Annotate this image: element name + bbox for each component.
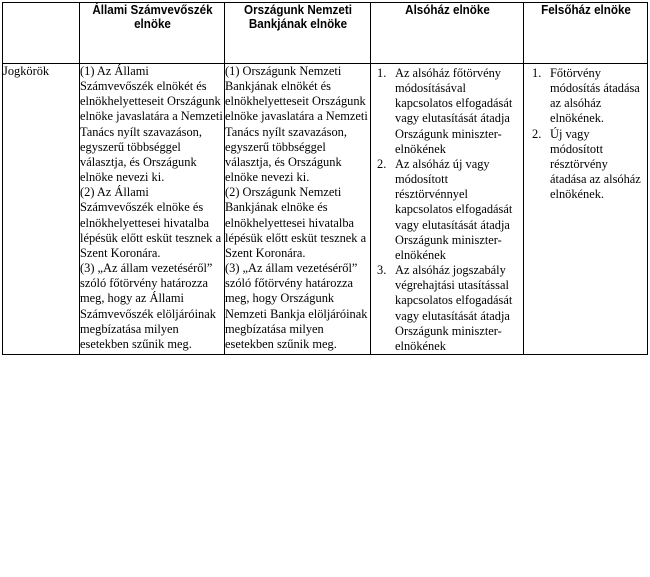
list-item: 1. Az alsóház főtörvény módosításával kap… [371, 66, 517, 157]
list-item-text: Az alsóház főtörvény módosításával kapcs… [395, 66, 513, 156]
header-state-audit-text: Állami Számvevőszék elnöke [91, 3, 213, 31]
upper-house-cell: 1. Főtörvény módosítás átadása az alsóház… [523, 63, 648, 355]
list-item-text: Főtörvény módosítás átadása az alsóház e… [550, 66, 640, 126]
list-item-number: 2. [377, 156, 387, 171]
powers-row: Jogkörök (1) Az Állami Számvevőszék elnö… [2, 63, 648, 355]
list-item: 2. Az alsóház új vagy módosított résztörv… [371, 157, 517, 263]
list-item-number: 1. [377, 66, 387, 80]
row-label-cell: Jogkörök [2, 63, 80, 355]
state-audit-para-1: (1) Az Állami Számvevőszék elnökét és el… [80, 64, 223, 185]
list-item: 1. Főtörvény módosítás átadása az alsóház… [524, 66, 641, 127]
header-national-bank-text: Országunk Nemzeti Bankjának elnöke [243, 3, 352, 31]
state-audit-para-2: (2) Az Állami Számvevőszék elnöke és eln… [80, 185, 222, 260]
document-table: Állami Számvevőszék elnöke Országunk Nem… [2, 2, 648, 355]
lower-house-cell: 1. Az alsóház főtörvény módosításával kap… [370, 63, 524, 355]
national-bank-para-1: (1) Országunk Nemzeti Bankjának elnökét … [225, 64, 368, 185]
header-row: Állami Számvevőszék elnöke Országunk Nem… [3, 2, 648, 64]
header-state-audit: Állami Számvevőszék elnöke [84, 2, 220, 64]
list-item-number: 1. [532, 66, 542, 80]
list-item-text: Új vagy módosított résztörvény átadása a… [550, 126, 641, 202]
national-bank-para-2: (2) Országunk Nemzeti Bankjának elnöke é… [225, 185, 367, 260]
list-item-number: 3. [377, 263, 387, 278]
national-bank-cell: (1) Országunk Nemzeti Bankjának elnökét … [224, 63, 371, 355]
header-lower-house: Alsóház elnöke [375, 2, 519, 64]
list-item: 2. Új vagy módosított résztörvény átadása… [524, 127, 641, 203]
header-upper-house-text: Felsőház elnöke [540, 3, 631, 17]
header-national-bank: Országunk Nemzeti Bankjának elnöke [229, 2, 366, 64]
list-item: 3. Az alsóház jogszabály végrehajtási uta… [371, 263, 517, 354]
header-empty [4, 2, 78, 64]
upper-house-list: 1. Főtörvény módosítás átadása az alsóház… [524, 64, 647, 202]
national-bank-para-3: (3) „Az állam vezetéséről” szóló főtörvé… [225, 261, 368, 351]
header-upper-house: Felsőház elnöke [527, 2, 644, 64]
state-audit-para-3: (3) „Az állam vezetéséről” szóló főtörvé… [80, 261, 216, 351]
list-item-text: Az alsóház jogszabály végrehajtási utasí… [395, 263, 513, 353]
lower-house-list: 1. Az alsóház főtörvény módosításával kap… [371, 64, 523, 354]
list-item-text: Az alsóház új vagy módosított résztörvén… [395, 156, 513, 262]
state-audit-cell: (1) Az Állami Számvevőszék elnökét és el… [79, 63, 225, 355]
header-lower-house-text: Alsóház elnöke [404, 3, 490, 17]
row-label: Jogkörök [3, 64, 50, 78]
list-item-number: 2. [532, 126, 542, 141]
